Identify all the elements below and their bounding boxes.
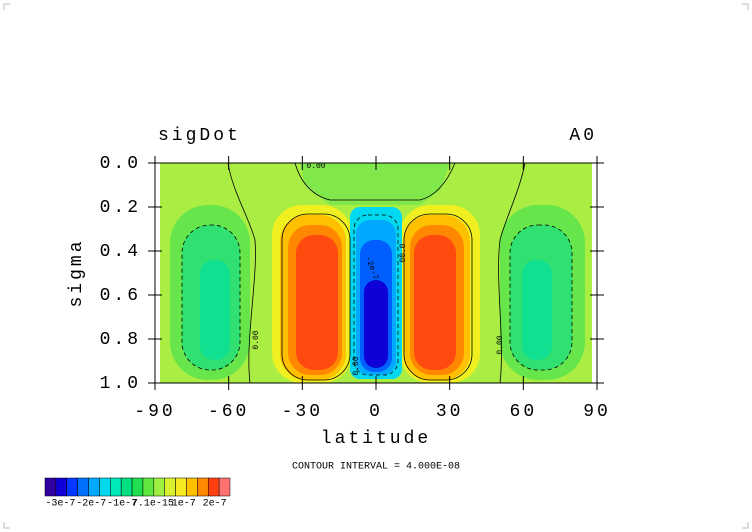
colorbar-box	[153, 477, 165, 497]
y-tick-label: 0.0	[100, 154, 141, 174]
colorbar-box	[207, 477, 220, 497]
colorbar-box	[131, 477, 144, 497]
colorbar-box	[218, 477, 231, 497]
x-tick-label: 0	[369, 402, 383, 422]
colorbar-label: -2e-7	[76, 499, 106, 510]
corner-marks	[3, 3, 749, 529]
contour-field	[160, 162, 592, 384]
x-tick-label: -60	[208, 402, 249, 422]
y-tick-label: 0.2	[100, 198, 141, 218]
colorbar-box	[197, 477, 209, 497]
colorbar-box	[55, 477, 68, 497]
colorbar-box	[164, 477, 176, 497]
colorbar-label: 2e-7	[203, 499, 227, 510]
chart-title: sigDot	[158, 126, 241, 146]
x-tick-label: 90	[583, 402, 611, 422]
x-axis-label: latitude	[321, 429, 431, 449]
y-tick-label: 0.4	[100, 242, 141, 262]
contour-label: 0.00	[252, 330, 261, 349]
y-tick-label: 0.6	[100, 286, 141, 306]
y-axis-label: sigma	[67, 238, 87, 307]
colorbar-label: 7.1e-15	[132, 499, 174, 510]
chart-title-right: A0	[569, 126, 597, 146]
contour-info: CONTOUR INTERVAL = 4.000E-08	[292, 462, 460, 473]
colorbar-box	[120, 477, 133, 497]
colorbar-box	[175, 477, 187, 497]
colorbar-label: 1e-7	[172, 499, 196, 510]
colorbar-box	[77, 477, 89, 497]
colorbar-box	[110, 477, 122, 497]
colorbar-box	[142, 477, 155, 497]
colorbar-label: -1e-7	[107, 499, 137, 510]
contour-label: 00.0	[399, 243, 408, 262]
colorbar-box	[88, 477, 100, 497]
x-tick-label: 60	[510, 402, 538, 422]
contour-label: 0.00	[496, 335, 505, 354]
colorbar-box	[66, 477, 78, 497]
x-tick-label: -30	[282, 402, 323, 422]
y-tick-label: 0.8	[100, 330, 141, 350]
y-tick-label: 1.0	[100, 374, 141, 394]
x-tick-label: -90	[134, 402, 175, 422]
colorbar-label: -3e-7	[45, 499, 75, 510]
colorbar-box	[99, 477, 111, 497]
contour-label: 0.00	[306, 162, 325, 171]
contour-label: 0.00	[352, 356, 361, 375]
x-tick-label: 30	[436, 402, 464, 422]
colorbar-box	[44, 477, 57, 497]
colorbar-box	[186, 477, 198, 497]
